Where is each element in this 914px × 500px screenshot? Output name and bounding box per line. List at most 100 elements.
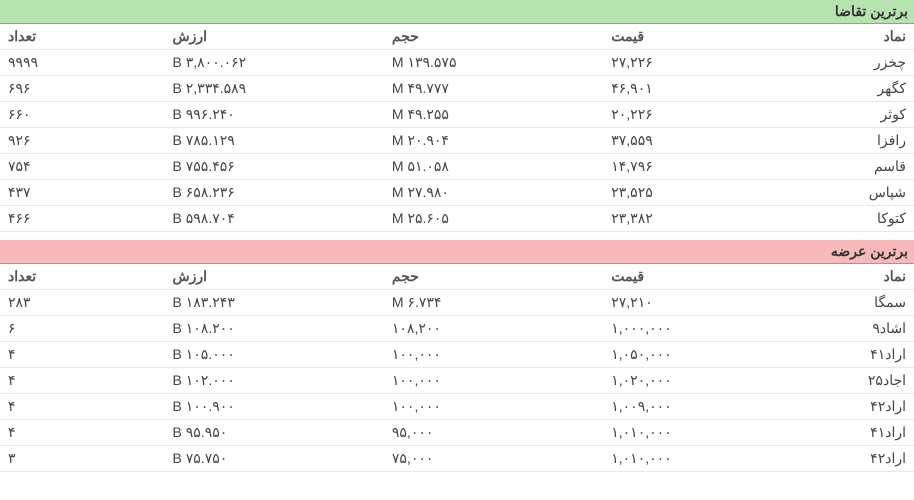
column-header-volume: حجم — [384, 24, 603, 50]
cell-value: ۳,۸۰۰.۰۶۲ B — [165, 50, 384, 76]
cell-volume: ۱۰۰,۰۰۰ — [384, 342, 603, 368]
cell-price: ۱۴,۷۹۶ — [603, 154, 786, 180]
cell-volume: ۴۹.۷۷۷ M — [384, 76, 603, 102]
cell-value: ۲,۳۳۴.۵۸۹ B — [165, 76, 384, 102]
cell-count: ۴ — [0, 342, 165, 368]
column-header-value: ارزش — [165, 24, 384, 50]
cell-volume: ۹۵,۰۰۰ — [384, 420, 603, 446]
cell-symbol: قاسم — [786, 154, 914, 180]
table-header-row: نماد قیمت حجم ارزش تعداد — [0, 24, 914, 50]
column-header-count: تعداد — [0, 24, 165, 50]
table-row: رافزا۳۷,۵۵۹۲۰.۹۰۴ M۷۸۵.۱۲۹ B۹۲۶ — [0, 128, 914, 154]
cell-volume: ۱۰۰,۰۰۰ — [384, 394, 603, 420]
table-row: اراد۴۱۱,۰۵۰,۰۰۰۱۰۰,۰۰۰۱۰۵.۰۰۰ B۴ — [0, 342, 914, 368]
table-row: اراد۴۲۱,۰۰۹,۰۰۰۱۰۰,۰۰۰۱۰۰.۹۰۰ B۴ — [0, 394, 914, 420]
cell-count: ۴ — [0, 420, 165, 446]
cell-price: ۲۳,۵۲۵ — [603, 180, 786, 206]
cell-count: ۶۶۰ — [0, 102, 165, 128]
cell-volume: ۵۱.۰۵۸ M — [384, 154, 603, 180]
cell-symbol: شپاس — [786, 180, 914, 206]
cell-count: ۹۲۶ — [0, 128, 165, 154]
cell-value: ۱۰۵.۰۰۰ B — [165, 342, 384, 368]
cell-price: ۱,۰۱۰,۰۰۰ — [603, 446, 786, 472]
top-supply-section-header: برترین عرضه — [0, 240, 914, 264]
cell-symbol: اراد۴۲ — [786, 394, 914, 420]
cell-volume: ۷۵,۰۰۰ — [384, 446, 603, 472]
cell-volume: ۲۵.۶۰۵ M — [384, 206, 603, 232]
cell-volume: ۲۷.۹۸۰ M — [384, 180, 603, 206]
cell-volume: ۲۰.۹۰۴ M — [384, 128, 603, 154]
table-row: اراد۴۱۱,۰۱۰,۰۰۰۹۵,۰۰۰۹۵.۹۵۰ B۴ — [0, 420, 914, 446]
cell-value: ۱۰۰.۹۰۰ B — [165, 394, 384, 420]
cell-value: ۱۰۲.۰۰۰ B — [165, 368, 384, 394]
cell-price: ۲۳,۳۸۲ — [603, 206, 786, 232]
cell-value: ۶۵۸.۲۳۶ B — [165, 180, 384, 206]
cell-price: ۴۶,۹۰۱ — [603, 76, 786, 102]
top-demand-table: نماد قیمت حجم ارزش تعداد چخزر۲۷,۲۲۶۱۳۹.۵… — [0, 24, 914, 232]
table-row: کوثر۲۰,۲۲۶۴۹.۲۵۵ M۹۹۶.۲۴۰ B۶۶۰ — [0, 102, 914, 128]
cell-symbol: اراد۴۱ — [786, 342, 914, 368]
table-row: اجاد۲۵۱,۰۲۰,۰۰۰۱۰۰,۰۰۰۱۰۲.۰۰۰ B۴ — [0, 368, 914, 394]
cell-price: ۱,۰۰۹,۰۰۰ — [603, 394, 786, 420]
table-row: چخزر۲۷,۲۲۶۱۳۹.۵۷۵ M۳,۸۰۰.۰۶۲ B۹۹۹۹ — [0, 50, 914, 76]
cell-price: ۱,۰۵۰,۰۰۰ — [603, 342, 786, 368]
cell-price: ۲۰,۲۲۶ — [603, 102, 786, 128]
cell-volume: ۶.۷۳۴ M — [384, 290, 603, 316]
cell-volume: ۱۰۸,۲۰۰ — [384, 316, 603, 342]
cell-volume: ۱۳۹.۵۷۵ M — [384, 50, 603, 76]
cell-price: ۱,۰۲۰,۰۰۰ — [603, 368, 786, 394]
table-row: اراد۴۲۱,۰۱۰,۰۰۰۷۵,۰۰۰۷۵.۷۵۰ B۳ — [0, 446, 914, 472]
table-row: کتوکا۲۳,۳۸۲۲۵.۶۰۵ M۵۹۸.۷۰۴ B۴۶۶ — [0, 206, 914, 232]
column-header-symbol: نماد — [786, 264, 914, 290]
cell-price: ۱,۰۱۰,۰۰۰ — [603, 420, 786, 446]
table-row: اشاد۹۱,۰۰۰,۰۰۰۱۰۸,۲۰۰۱۰۸.۲۰۰ B۶ — [0, 316, 914, 342]
cell-symbol: چخزر — [786, 50, 914, 76]
table-row: سمگا۲۷,۲۱۰۶.۷۳۴ M۱۸۳.۲۴۳ B۲۸۳ — [0, 290, 914, 316]
cell-symbol: رافزا — [786, 128, 914, 154]
cell-count: ۴ — [0, 368, 165, 394]
cell-count: ۴۶۶ — [0, 206, 165, 232]
cell-symbol: اجاد۲۵ — [786, 368, 914, 394]
table-header-row: نماد قیمت حجم ارزش تعداد — [0, 264, 914, 290]
cell-volume: ۴۹.۲۵۵ M — [384, 102, 603, 128]
column-header-price: قیمت — [603, 264, 786, 290]
table-row: کگهر۴۶,۹۰۱۴۹.۷۷۷ M۲,۳۳۴.۵۸۹ B۶۹۶ — [0, 76, 914, 102]
cell-count: ۹۹۹۹ — [0, 50, 165, 76]
column-header-symbol: نماد — [786, 24, 914, 50]
table-row: شپاس۲۳,۵۲۵۲۷.۹۸۰ M۶۵۸.۲۳۶ B۴۳۷ — [0, 180, 914, 206]
top-demand-section-header: برترین تقاضا — [0, 0, 914, 24]
cell-count: ۴۳۷ — [0, 180, 165, 206]
cell-value: ۹۹۶.۲۴۰ B — [165, 102, 384, 128]
cell-count: ۶۹۶ — [0, 76, 165, 102]
table-row: قاسم۱۴,۷۹۶۵۱.۰۵۸ M۷۵۵.۴۵۶ B۷۵۴ — [0, 154, 914, 180]
cell-value: ۷۵.۷۵۰ B — [165, 446, 384, 472]
cell-count: ۴ — [0, 394, 165, 420]
cell-count: ۲۸۳ — [0, 290, 165, 316]
cell-symbol: اراد۴۱ — [786, 420, 914, 446]
cell-symbol: کگهر — [786, 76, 914, 102]
cell-value: ۷۸۵.۱۲۹ B — [165, 128, 384, 154]
top-supply-table: نماد قیمت حجم ارزش تعداد سمگا۲۷,۲۱۰۶.۷۳۴… — [0, 264, 914, 472]
cell-price: ۲۷,۲۲۶ — [603, 50, 786, 76]
column-header-volume: حجم — [384, 264, 603, 290]
column-header-count: تعداد — [0, 264, 165, 290]
cell-count: ۶ — [0, 316, 165, 342]
cell-symbol: اراد۴۲ — [786, 446, 914, 472]
column-header-value: ارزش — [165, 264, 384, 290]
cell-symbol: اشاد۹ — [786, 316, 914, 342]
cell-symbol: سمگا — [786, 290, 914, 316]
cell-value: ۱۸۳.۲۴۳ B — [165, 290, 384, 316]
cell-count: ۷۵۴ — [0, 154, 165, 180]
cell-count: ۳ — [0, 446, 165, 472]
cell-value: ۷۵۵.۴۵۶ B — [165, 154, 384, 180]
cell-symbol: کوثر — [786, 102, 914, 128]
cell-value: ۱۰۸.۲۰۰ B — [165, 316, 384, 342]
cell-price: ۳۷,۵۵۹ — [603, 128, 786, 154]
column-header-price: قیمت — [603, 24, 786, 50]
cell-price: ۲۷,۲۱۰ — [603, 290, 786, 316]
cell-symbol: کتوکا — [786, 206, 914, 232]
cell-value: ۵۹۸.۷۰۴ B — [165, 206, 384, 232]
cell-volume: ۱۰۰,۰۰۰ — [384, 368, 603, 394]
cell-price: ۱,۰۰۰,۰۰۰ — [603, 316, 786, 342]
cell-value: ۹۵.۹۵۰ B — [165, 420, 384, 446]
